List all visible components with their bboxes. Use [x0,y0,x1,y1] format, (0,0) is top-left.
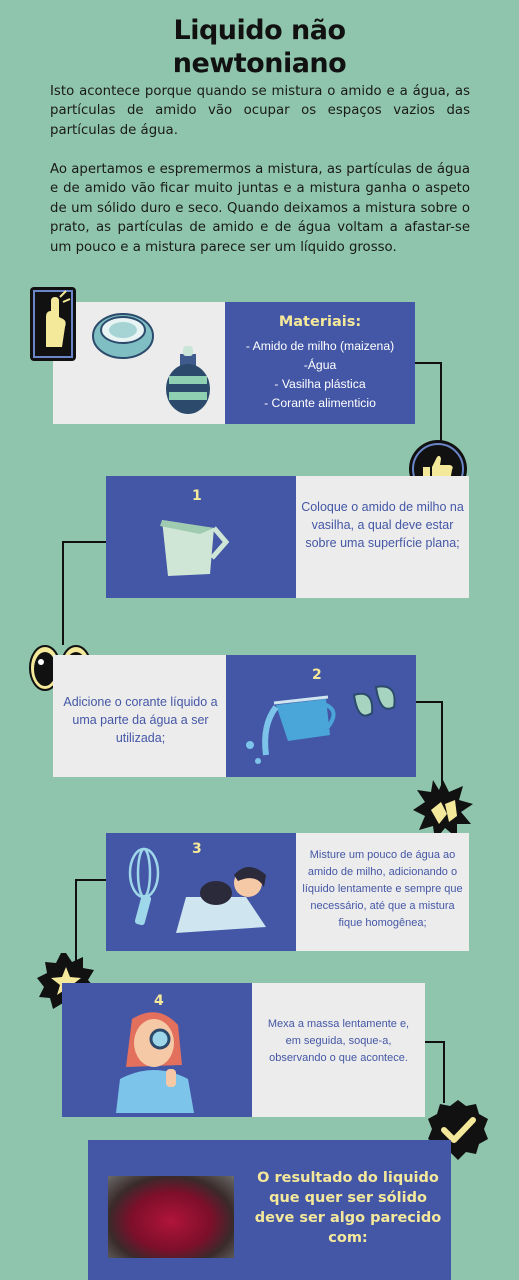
step-4-image-panel: 4 [62,983,252,1117]
step-text: Mexa a massa lentamente e, em seguida, s… [267,1018,410,1064]
step-1-image-panel: 1 [106,476,296,598]
clapping-hands-icon [411,780,475,840]
whisk-and-person-icon [128,847,266,933]
step-text: Coloque o amido de milho na vasilha, a q… [301,500,464,550]
result-text: O resultado do liquido que quer ser sóli… [254,1170,442,1246]
materials-image-panel [53,302,228,424]
page-title: Liquido não newtoniano [0,14,519,80]
pointing-hand-icon [30,287,76,361]
step-text: Adicione o corante líquido a uma parte d… [63,695,218,745]
materials-list: - Amido de milho (maizena) -Água - Vasil… [225,337,415,413]
step-2-image-panel: 2 [226,655,416,777]
step-1-panel: Coloque o amido de milho na vasilha, a q… [296,476,469,598]
step-number: 1 [192,488,202,504]
materials-item: - Amido de milho (maizena) [245,339,395,353]
bowls-icon [92,313,210,414]
result-panel: O resultado do liquido que quer ser sóli… [88,1140,451,1280]
materials-heading: Materiais: [278,314,362,330]
result-photo [108,1176,234,1258]
materials-item: - Corante alimenticio [264,396,376,410]
step-text: Misture um pouco de água ao amido de mil… [302,849,463,929]
step-number: 3 [192,841,202,857]
step-2-panel: Adicione o corante líquido a uma parte d… [53,655,228,777]
title-line-2: newtoniano [172,48,347,79]
step-4-panel: Mexa a massa lentamente e, em seguida, s… [252,983,425,1117]
title-line-1: Liquido não [173,15,346,46]
person-with-magnifier-icon [116,1012,194,1113]
materials-item: - Vasilha plástica [274,377,366,391]
step-3-panel: Misture um pouco de água ao amido de mil… [296,833,469,951]
water-pitcher-icon [246,685,396,764]
intro-paragraph-1: Isto acontece porque quando se mistura o… [50,84,470,138]
step-number: 4 [154,993,164,1009]
materials-panel: Materiais: - Amido de milho (maizena) -Á… [225,302,415,424]
step-number: 2 [312,667,322,683]
intro-paragraph-2: Ao apertamos e espremermos a mistura, as… [50,162,470,255]
materials-item: -Água [303,358,337,372]
step-3-image-panel: 3 [106,833,296,951]
measuring-cup-icon [160,520,230,576]
